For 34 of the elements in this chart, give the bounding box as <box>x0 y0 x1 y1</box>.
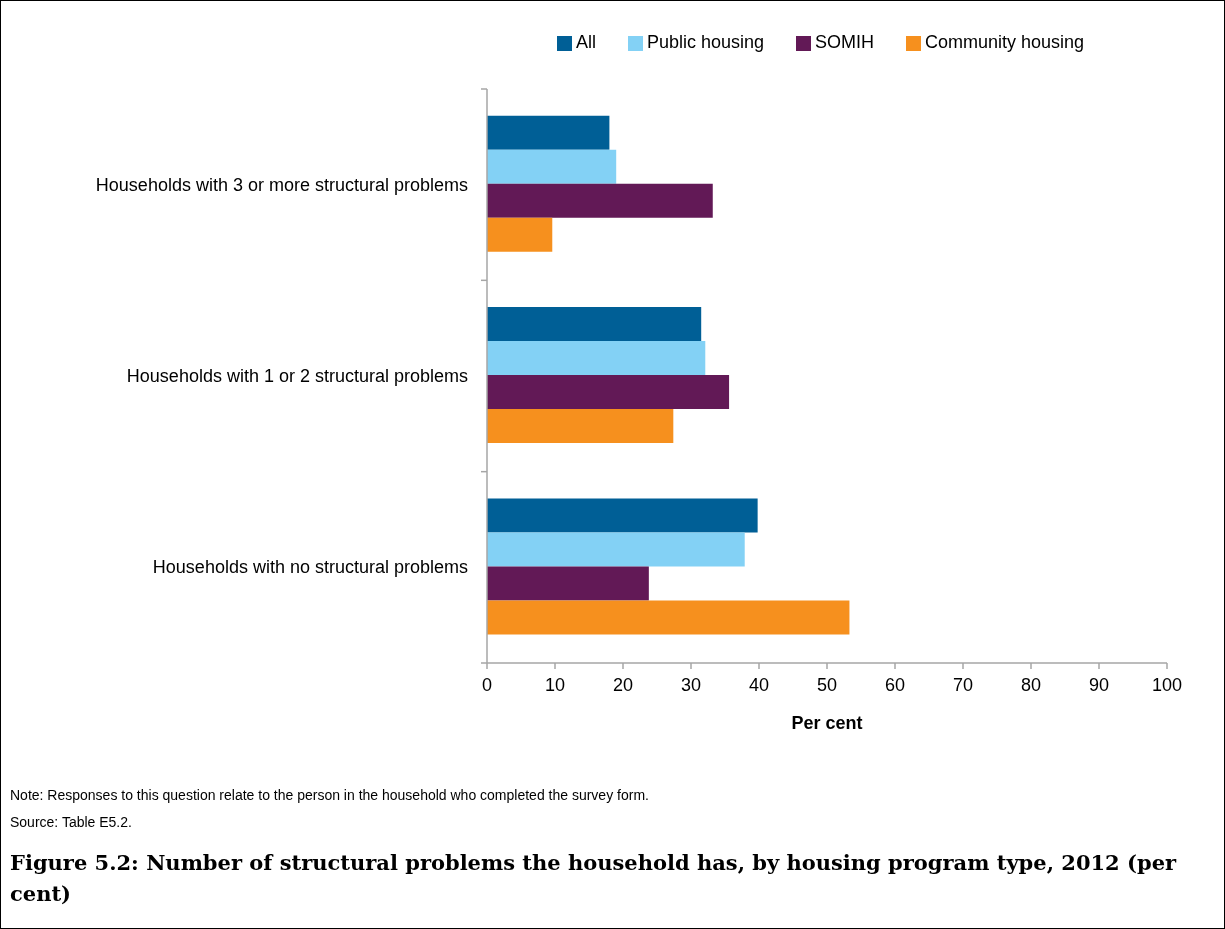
x-tick-label: 70 <box>952 674 974 695</box>
source-note: Source: Table E5.2. <box>10 814 133 831</box>
bar <box>487 115 610 150</box>
x-tick-label: 0 <box>481 674 493 695</box>
legend-label: SOMIH <box>815 32 875 52</box>
x-tick-label: 30 <box>680 674 702 695</box>
legend-label: Community housing <box>925 32 1085 52</box>
bar <box>487 183 713 218</box>
x-tick-label: 40 <box>748 674 770 695</box>
bar <box>487 341 706 376</box>
bar <box>487 532 745 567</box>
legend-label: All <box>575 32 596 52</box>
x-tick-label: 10 <box>544 674 566 695</box>
text: Figure 5.2: Number of structural problems the household has, by housing program type, 2012 (per cent) <box>10 849 1178 908</box>
bar <box>487 217 553 252</box>
x-axis-title: Per cent <box>791 713 863 733</box>
bar <box>487 149 617 184</box>
text: Note: Responses to this question relate to the person in the household who completed the survey form. <box>10 787 649 804</box>
bar <box>487 409 674 444</box>
bar <box>487 307 702 342</box>
x-tick-label: 50 <box>816 674 838 695</box>
legend-label: Public housing <box>646 32 764 52</box>
x-tick-label: 60 <box>884 674 906 695</box>
bar <box>487 498 758 533</box>
y-tick-label: Households with 3 or more structural problems <box>95 174 468 195</box>
bar <box>487 566 649 601</box>
bar <box>487 600 850 635</box>
y-tick-label: Households with 1 or 2 structural problems <box>126 366 468 386</box>
bar <box>487 375 730 410</box>
y-tick-label: Households with no structural problems <box>152 557 468 578</box>
x-tick-label: 100 <box>1151 674 1183 695</box>
x-tick-label: 90 <box>1088 674 1110 695</box>
x-tick-label: 80 <box>1020 674 1042 695</box>
x-tick-label: 20 <box>612 674 634 695</box>
